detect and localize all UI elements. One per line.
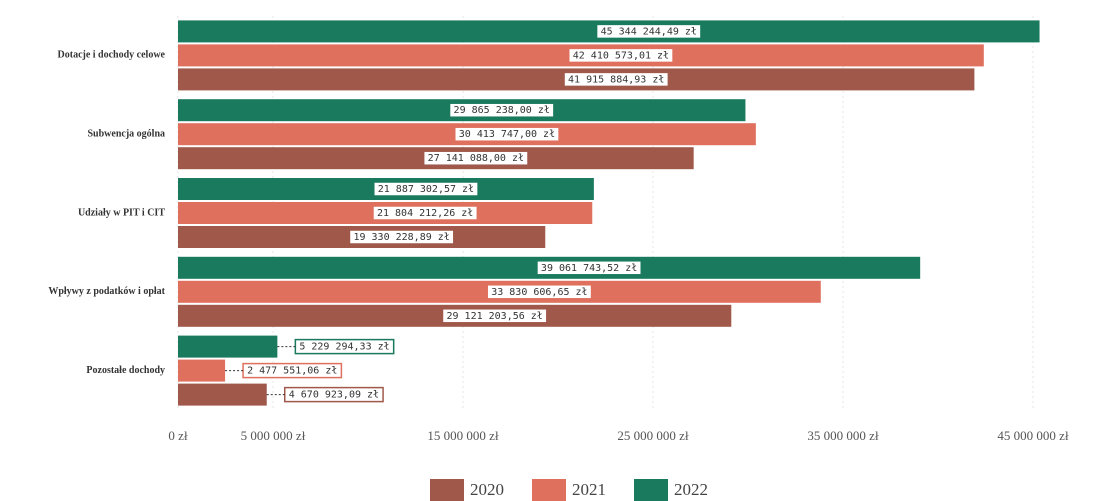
value-label-text: 21 804 212,26 zł	[377, 208, 473, 219]
value-label: 29 121 203,56 zł	[441, 308, 548, 324]
value-label-box	[348, 229, 455, 245]
value-label-box	[536, 260, 643, 276]
category-label: Subwencja ogólna	[87, 128, 165, 139]
legend-swatch	[634, 479, 668, 501]
value-label-box	[595, 23, 702, 40]
legend-label: 2022	[674, 480, 708, 499]
value-label: 19 330 228,89 zł	[348, 229, 455, 245]
value-label: 39 061 743,52 zł	[536, 260, 643, 276]
value-label: 29 865 238,00 zł	[448, 102, 555, 118]
legend-label: 2021	[572, 480, 606, 499]
value-label-text: 29 865 238,00 zł	[454, 105, 550, 116]
value-label-box	[454, 126, 560, 142]
value-label-box	[372, 205, 479, 221]
x-tick-label: 25 000 000 zł	[617, 428, 689, 443]
value-label-text: 45 344 244,49 zł	[601, 26, 697, 37]
value-label-box	[563, 71, 670, 88]
value-label-text: 30 413 747,00 zł	[459, 129, 555, 140]
bar	[178, 383, 267, 406]
legend-swatch	[430, 479, 464, 501]
value-label: 41 915 884,93 zł	[563, 71, 670, 88]
value-label-box	[448, 102, 555, 118]
value-label-text: 27 141 088,00 zł	[428, 153, 524, 164]
value-label-text: 2 477 551,06 zł	[247, 366, 337, 377]
x-tick-label: 0 zł	[168, 428, 188, 443]
value-label: 27 141 088,00 zł	[422, 150, 529, 166]
value-label: 33 830 606,65 zł	[486, 284, 593, 300]
value-label-box	[441, 308, 548, 324]
value-label-text: 41 915 884,93 zł	[568, 74, 664, 85]
x-tick-label: 35 000 000 zł	[807, 428, 879, 443]
x-tick-label: 5 000 000 zł	[241, 428, 306, 443]
value-label-text: 5 229 294,33 zł	[299, 342, 389, 353]
value-label-box	[486, 284, 593, 300]
value-label: 30 413 747,00 zł	[454, 126, 560, 142]
value-label-text: 19 330 228,89 zł	[353, 232, 449, 243]
value-label-box	[422, 150, 529, 166]
value-label-text: 21 887 302,57 zł	[378, 184, 474, 195]
legend-label: 2020	[470, 480, 504, 499]
value-label: 21 887 302,57 zł	[373, 181, 479, 197]
value-label-text: 29 121 203,56 zł	[446, 311, 542, 322]
value-label-text: 39 061 743,52 zł	[541, 263, 637, 274]
value-label: 45 344 244,49 zł	[595, 23, 702, 40]
x-tick-label: 45 000 000 zł	[997, 428, 1069, 443]
value-label: 4 670 923,09 zł	[283, 386, 384, 403]
category-label: Wpływy z podatków i opłat	[48, 286, 165, 297]
category-label: Dotacje i dochody celowe	[58, 50, 166, 61]
value-label-text: 42 410 573,01 zł	[573, 50, 669, 61]
bar	[178, 335, 278, 358]
value-label: 42 410 573,01 zł	[567, 47, 674, 64]
legend-swatch	[532, 479, 566, 501]
x-tick-label: 15 000 000 zł	[427, 428, 499, 443]
bar	[178, 359, 226, 382]
category-label: Pozostałe dochody	[86, 365, 165, 376]
value-label: 5 229 294,33 zł	[294, 338, 395, 355]
value-label: 2 477 551,06 zł	[242, 362, 343, 379]
value-label-text: 33 830 606,65 zł	[491, 287, 587, 298]
value-label-box	[373, 181, 479, 197]
value-label: 21 804 212,26 zł	[372, 205, 479, 221]
category-label: Udziały w PIT i CIT	[78, 207, 165, 218]
value-label-text: 4 670 923,09 zł	[289, 390, 379, 401]
value-label-box	[567, 47, 674, 64]
